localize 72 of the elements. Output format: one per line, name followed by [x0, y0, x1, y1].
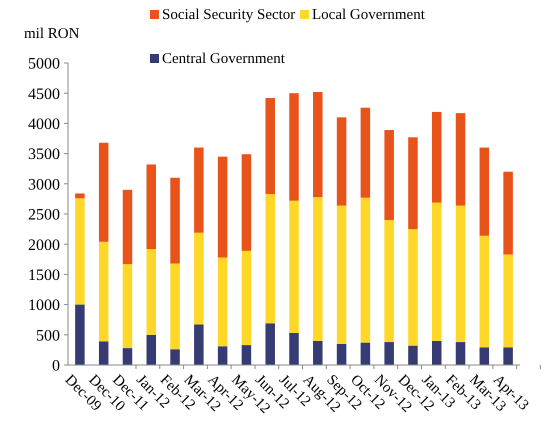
bar	[360, 108, 370, 198]
bar	[122, 264, 132, 348]
bar	[75, 193, 85, 198]
bar	[313, 197, 323, 341]
bar	[384, 130, 394, 220]
bar	[313, 340, 323, 365]
bar	[265, 98, 275, 194]
y-tick-label: 5000	[28, 56, 60, 73]
bar	[265, 194, 275, 324]
y-tick-label: 2000	[28, 236, 60, 254]
bar	[122, 348, 132, 365]
bar	[194, 148, 204, 233]
bar	[432, 112, 442, 203]
bar	[146, 164, 156, 250]
bar	[360, 198, 370, 343]
bar	[289, 332, 299, 365]
y-tick-label: 1000	[28, 297, 60, 314]
bar	[218, 156, 228, 258]
bar	[384, 342, 394, 365]
y-tick-label: 500	[36, 327, 60, 344]
bar	[194, 232, 204, 325]
legend-label: Local Government	[312, 7, 426, 23]
legend-label: Social Security Sector	[162, 7, 296, 23]
bar	[360, 342, 370, 365]
bar	[170, 178, 180, 264]
legend-label: Central Government	[162, 51, 286, 67]
bar	[218, 346, 228, 365]
bar	[336, 206, 346, 344]
bar	[146, 249, 156, 335]
bar	[384, 220, 394, 342]
bar	[408, 229, 418, 346]
bar	[336, 344, 346, 365]
bar	[98, 242, 108, 342]
bar	[456, 113, 466, 206]
bar	[456, 206, 466, 342]
bar	[432, 340, 442, 365]
bar	[194, 324, 204, 365]
bar	[289, 93, 299, 201]
bar	[75, 304, 85, 365]
y-tick-label: 4000	[28, 116, 60, 133]
bar	[456, 342, 466, 365]
y-tick-label: 0	[52, 358, 60, 375]
bar	[313, 92, 323, 198]
bar	[218, 257, 228, 346]
bar	[503, 347, 513, 365]
y-axis-title: mil RON	[24, 26, 80, 42]
bar	[75, 198, 85, 305]
bar	[408, 346, 418, 365]
y-tick-label: 2500	[28, 206, 60, 224]
bar	[408, 137, 418, 230]
bar	[98, 341, 108, 365]
bar	[146, 334, 156, 365]
bar	[503, 254, 513, 348]
bar	[242, 250, 252, 346]
y-tick-label: 3500	[28, 146, 60, 164]
bar	[503, 172, 513, 254]
bar	[170, 264, 180, 350]
bar	[336, 117, 346, 206]
bar	[122, 190, 132, 264]
y-tick-label: 3000	[28, 176, 60, 194]
bar	[480, 347, 490, 365]
y-tick-label: 4500	[28, 86, 60, 103]
bar	[170, 349, 180, 365]
bar	[98, 142, 108, 242]
y-tick-label: 1500	[28, 267, 60, 284]
bar	[480, 148, 490, 236]
bar	[480, 236, 490, 348]
bar	[265, 323, 275, 365]
bar	[242, 154, 252, 251]
bar	[289, 200, 299, 333]
bar	[242, 345, 252, 365]
bar	[432, 202, 442, 341]
